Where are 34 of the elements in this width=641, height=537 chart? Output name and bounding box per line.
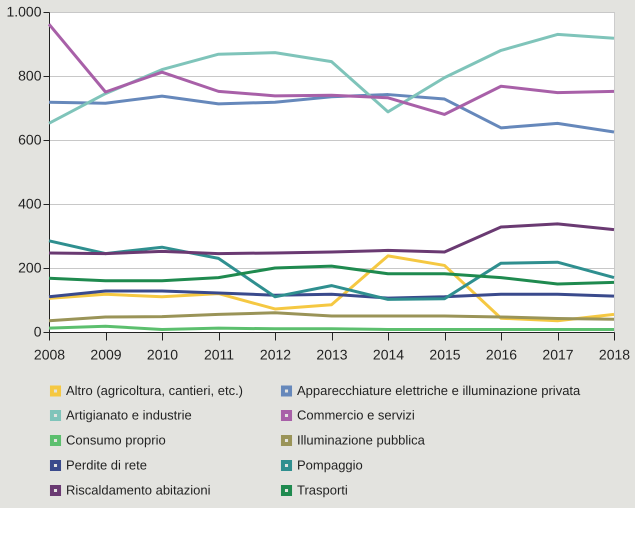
x-tick-label: 2017: [542, 346, 574, 362]
y-tick-label: 600: [18, 132, 42, 148]
x-tick-label: 2015: [429, 346, 461, 362]
x-tick-label: 2012: [260, 346, 292, 362]
y-tick-label: 400: [18, 196, 42, 212]
y-tick-label: 1.000: [6, 4, 42, 20]
x-tick-label: 2018: [598, 346, 630, 362]
legend-label: Pompaggio: [297, 458, 363, 472]
legend-label: Trasporti: [297, 482, 348, 498]
legend-label: Consumo proprio: [66, 432, 166, 448]
x-tick-label: 2009: [90, 346, 122, 362]
line-series: [48, 32, 616, 125]
legend-label: Illuminazione pubblica: [297, 432, 426, 448]
x-tick-label: 2014: [372, 346, 404, 362]
x-tick-label: 2008: [34, 346, 66, 362]
x-tick-label: 2013: [316, 346, 348, 362]
legend-label: Perdite di rete: [66, 458, 147, 472]
line-series: [48, 311, 616, 322]
y-tick-label: 800: [18, 68, 42, 84]
line-series: [48, 93, 616, 134]
legend-label: Commercio e servizi: [297, 408, 415, 422]
line-series: [48, 222, 616, 256]
x-tick-label: 2010: [146, 346, 178, 362]
legend-label: Riscaldamento abitazioni: [66, 482, 211, 498]
legend-label: Altro (agricoltura, cantieri, etc.): [66, 382, 244, 398]
x-tick-label: 2011: [204, 346, 234, 362]
legend-label: Apparecchiature elettriche e illuminazione privata: [297, 382, 582, 398]
x-tick-label: 2016: [486, 346, 518, 362]
line-series: [48, 22, 616, 116]
line-series: [48, 264, 616, 286]
y-tick-label: 200: [18, 260, 42, 276]
y-tick-label: 0: [34, 324, 42, 340]
legend-label: Artigianato e industrie: [66, 408, 192, 422]
line-series: [48, 239, 616, 301]
